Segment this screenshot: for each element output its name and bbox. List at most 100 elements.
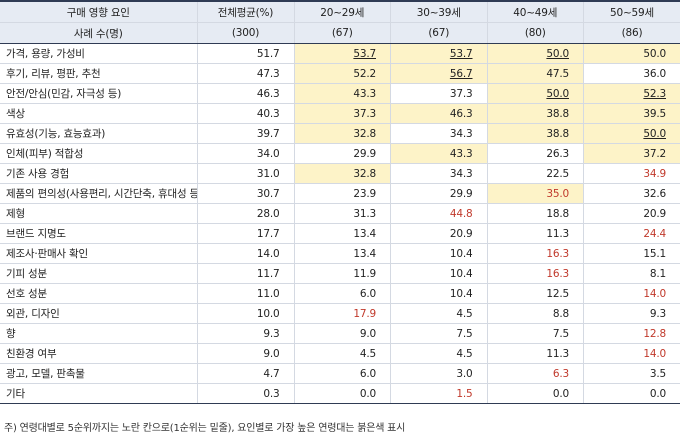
age-group-value-cell: 11.3 (487, 223, 584, 244)
value-text: 8.1 (649, 267, 666, 280)
age-group-value-cell: 26.3 (487, 143, 584, 164)
factor-label: 친환경 여부 (0, 343, 198, 364)
column-header-20s: 20~29세 (294, 0, 391, 23)
table-row: 인체(피부) 적합성 34.0 29.9 43.3 26.3 37.2 (0, 143, 680, 164)
value-text: 14.0 (643, 347, 666, 360)
value-text: 36.0 (643, 67, 666, 80)
age-group-value-cell: 11.9 (294, 263, 391, 284)
age-group-value-cell: 38.8 (487, 123, 584, 144)
factor-label: 브랜드 지명도 (0, 223, 198, 244)
value-text: 4.5 (456, 347, 473, 360)
age-group-value-cell: 0.0 (294, 383, 391, 404)
value-text: 6.0 (359, 287, 376, 300)
column-header-average: 전체평균(%) (197, 0, 295, 23)
value-text: 29.9 (353, 147, 376, 160)
sample-count: (80) (487, 22, 584, 44)
value-text: 18.8 (546, 207, 569, 220)
value-text: 7.5 (552, 327, 569, 340)
value-text: 11.0 (256, 287, 280, 300)
value-text: 20.9 (449, 227, 473, 240)
age-group-value-cell: 52.3 (583, 83, 680, 104)
value-text: 39.7 (256, 127, 280, 140)
value-text: 38.8 (546, 107, 569, 120)
age-group-value-cell: 4.5 (294, 343, 391, 364)
age-group-value-cell: 43.3 (294, 83, 391, 104)
sample-count: (67) (390, 22, 488, 44)
value-text: 28.0 (256, 207, 280, 220)
value-text: 34.9 (643, 167, 666, 180)
value-text: 10.4 (449, 267, 473, 280)
table-row: 유효성(기능, 효능효과) 39.7 32.8 34.3 38.8 50.0 (0, 123, 680, 144)
factor-label: 광고, 모델, 판촉물 (0, 363, 198, 384)
average-value-cell: 51.7 (197, 43, 295, 64)
age-group-value-cell: 50.0 (487, 83, 584, 104)
value-text: 11.7 (256, 267, 280, 280)
factor-label: 안전/안심(민감, 자극성 등) (0, 83, 198, 104)
value-text: 26.3 (546, 147, 569, 160)
age-group-value-cell: 56.7 (390, 63, 488, 84)
age-group-value-cell: 32.8 (294, 123, 391, 144)
average-value-cell: 40.3 (197, 103, 295, 124)
sample-size-label: 사례 수(명) (0, 22, 198, 44)
age-group-value-cell: 4.5 (390, 303, 488, 324)
age-group-value-cell: 4.5 (390, 343, 488, 364)
average-value-cell: 4.7 (197, 363, 295, 384)
factor-column-header: 구매 영향 요인 (0, 0, 198, 23)
value-text: 39.5 (643, 107, 666, 120)
value-text: 16.3 (546, 247, 569, 260)
age-group-value-cell: 8.8 (487, 303, 584, 324)
table-row: 제형 28.0 31.3 44.8 18.8 20.9 (0, 203, 680, 224)
value-text: 40.3 (256, 107, 280, 120)
value-text: 4.5 (359, 347, 376, 360)
age-group-value-cell: 44.8 (390, 203, 488, 224)
age-group-value-cell: 36.0 (583, 63, 680, 84)
average-value-cell: 9.0 (197, 343, 295, 364)
value-text: 47.3 (256, 67, 280, 80)
age-group-value-cell: 46.3 (390, 103, 488, 124)
age-group-value-cell: 37.2 (583, 143, 680, 164)
age-group-value-cell: 35.0 (487, 183, 584, 204)
value-text: 23.9 (353, 187, 376, 200)
age-group-value-cell: 7.5 (487, 323, 584, 344)
age-group-value-cell: 12.8 (583, 323, 680, 344)
age-group-value-cell: 1.5 (390, 383, 488, 404)
average-value-cell: 46.3 (197, 83, 295, 104)
factor-label: 외관, 디자인 (0, 303, 198, 324)
age-group-value-cell: 38.8 (487, 103, 584, 124)
age-group-value-cell: 20.9 (583, 203, 680, 224)
value-text: 50.0 (546, 87, 569, 100)
factor-label: 기존 사용 경험 (0, 163, 198, 184)
value-text: 34.3 (449, 127, 473, 140)
value-text: 12.5 (546, 287, 569, 300)
table-row: 광고, 모델, 판촉물 4.7 6.0 3.0 6.3 3.5 (0, 363, 680, 384)
age-group-value-cell: 3.0 (390, 363, 488, 384)
table-row: 색상 40.3 37.3 46.3 38.8 39.5 (0, 103, 680, 124)
average-value-cell: 9.3 (197, 323, 295, 344)
value-text: 53.7 (353, 47, 376, 60)
value-text: 9.3 (263, 327, 280, 340)
age-group-value-cell: 16.3 (487, 243, 584, 264)
value-text: 37.3 (353, 107, 376, 120)
factor-label: 기피 성분 (0, 263, 198, 284)
age-group-value-cell: 13.4 (294, 223, 391, 244)
average-value-cell: 31.0 (197, 163, 295, 184)
age-group-value-cell: 34.9 (583, 163, 680, 184)
factor-label: 제품의 편의성(사용편리, 시간단축, 휴대성 등) (0, 183, 198, 204)
value-text: 32.8 (353, 167, 376, 180)
value-text: 43.3 (353, 87, 376, 100)
value-text: 4.7 (263, 367, 280, 380)
factor-label: 기타 (0, 383, 198, 404)
purchase-factor-table: 구매 영향 요인 전체평균(%) 20~29세 30~39세 40~49세 50… (0, 0, 680, 404)
age-group-value-cell: 52.2 (294, 63, 391, 84)
value-text: 32.8 (353, 127, 376, 140)
factor-label: 유효성(기능, 효능효과) (0, 123, 198, 144)
age-group-value-cell: 29.9 (294, 143, 391, 164)
value-text: 46.3 (256, 87, 280, 100)
age-group-value-cell: 20.9 (390, 223, 488, 244)
value-text: 50.0 (643, 127, 666, 140)
value-text: 13.4 (353, 247, 376, 260)
table-row: 제조사·판매사 확인 14.0 13.4 10.4 16.3 15.1 (0, 243, 680, 264)
age-group-value-cell: 37.3 (390, 83, 488, 104)
value-text: 13.4 (353, 227, 376, 240)
column-header-40s: 40~49세 (487, 0, 584, 23)
